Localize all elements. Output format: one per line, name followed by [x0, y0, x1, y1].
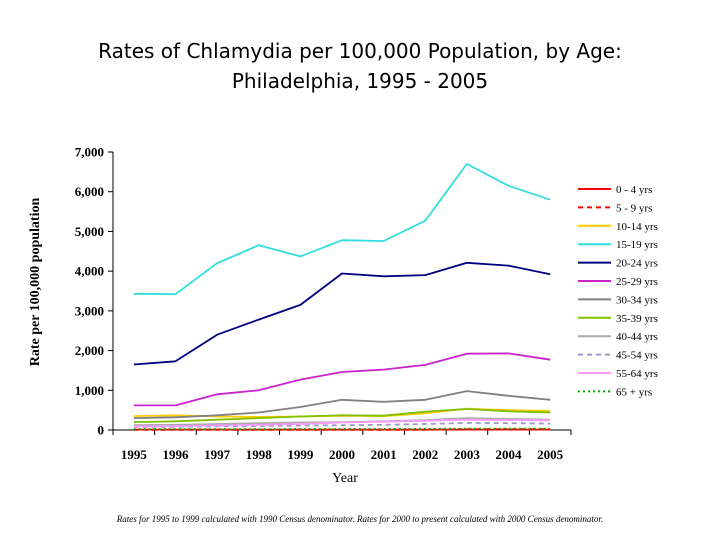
- series-line-3: [133, 162, 551, 296]
- x-tick-label: 1996: [162, 447, 189, 462]
- x-tick-label: 2000: [329, 447, 355, 462]
- legend-label-11: 65 + yrs: [616, 386, 652, 398]
- x-axis-label: Year: [332, 471, 358, 486]
- chart-title-line-1: Rates of Chlamydia per 100,000 Populatio…: [98, 39, 622, 63]
- legend-label-8: 40-44 yrs: [616, 331, 658, 343]
- x-tick-label: 1998: [246, 447, 273, 462]
- legend-label-6: 30-34 yrs: [616, 294, 658, 306]
- legend-label-0: 0 - 4 yrs: [616, 184, 652, 196]
- legend-label-9: 45-54 yrs: [616, 350, 658, 362]
- legend-label-5: 25-29 yrs: [616, 276, 658, 288]
- x-tick-label: 2005: [537, 447, 564, 462]
- y-tick-label: 2,000: [75, 343, 104, 358]
- legend-label-4: 20-24 yrs: [616, 258, 658, 270]
- x-tick-label: 1995: [121, 447, 148, 462]
- series-line-7: [133, 408, 551, 423]
- series-line-9: [133, 421, 551, 428]
- x-tick-label: 2001: [371, 447, 397, 462]
- legend-label-7: 35-39 yrs: [616, 313, 658, 325]
- x-tick-label: 2003: [454, 447, 481, 462]
- footnote: Rates for 1995 to 1999 calculated with 1…: [116, 514, 604, 524]
- y-tick-label: 5,000: [75, 224, 104, 239]
- series-line-4: [133, 261, 551, 366]
- series-line-5: [133, 352, 551, 407]
- y-tick-label: 4,000: [75, 264, 104, 279]
- y-tick-label: 0: [98, 423, 105, 438]
- legend: 0 - 4 yrs 5 - 9 yrs 10-14 yrs 15-19 yrs 20-2…: [578, 184, 658, 398]
- legend-label-2: 10-14 yrs: [616, 221, 658, 233]
- y-tick-label: 7,000: [75, 145, 104, 160]
- y-tick-label: 3,000: [75, 303, 104, 318]
- legend-label-10: 55-64 yrs: [616, 368, 658, 380]
- chart-title-line-2: Philadelphia, 1995 - 2005: [231, 69, 489, 93]
- x-tick-label: 2004: [496, 447, 523, 462]
- series-lines: [133, 162, 551, 431]
- y-tick-label: 1,000: [75, 383, 104, 398]
- x-tick-label: 1999: [287, 447, 314, 462]
- x-tick-label: 1997: [204, 447, 231, 462]
- legend-label-3: 15-19 yrs: [616, 239, 658, 251]
- legend-label-1: 5 - 9 yrs: [616, 202, 652, 214]
- series-line-6: [133, 390, 551, 419]
- x-tick-label: 2002: [412, 447, 438, 462]
- chart-title: Rates of Chlamydia per 100,000 Populatio…: [0, 36, 720, 96]
- y-tick-label: 6,000: [75, 184, 104, 199]
- series-line-10: [133, 418, 551, 428]
- axes: 0 1,000 2,000 3,000 4,000 5,000 6,000 7,000 1995…: [75, 145, 572, 462]
- series-line-11: [133, 427, 551, 431]
